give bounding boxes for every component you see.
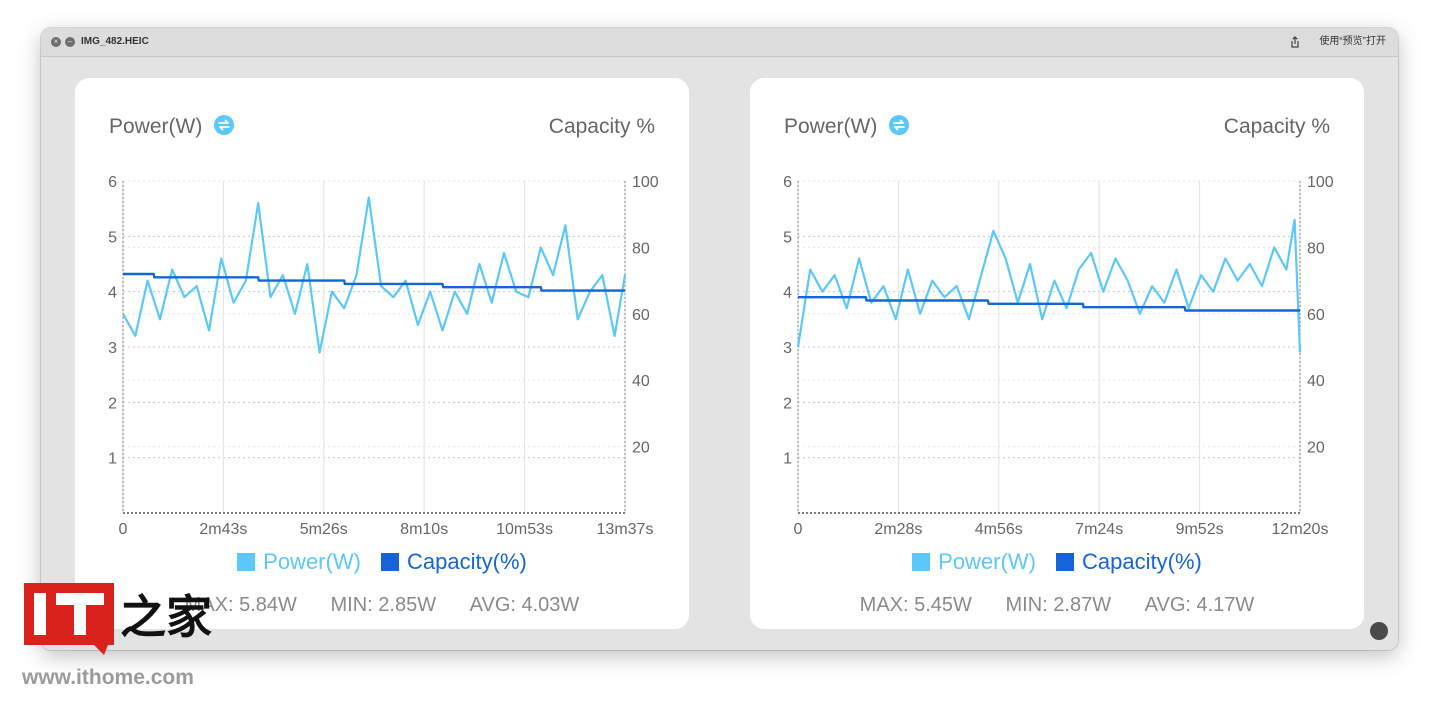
y-left-tick-label: 5: [783, 229, 792, 246]
y-left-tick-label: 1: [783, 451, 792, 468]
power-series-line: [122, 196, 627, 354]
y-left-tick-label: 2: [108, 395, 117, 412]
chart-card-2: Power(W) Capacity % 1 2 3 4 5 6 20 40 60 80 100 0 2m…: [750, 78, 1364, 629]
swap-icon[interactable]: [888, 114, 910, 136]
capacity-axis-title: Capacity %: [1223, 115, 1330, 138]
power-axis-title: Power(W): [109, 115, 203, 138]
y-right-tick-label: 20: [632, 440, 650, 457]
capacity-axis-title: Capacity %: [548, 115, 655, 138]
chart-legend: Power(W) Capacity(%): [75, 549, 689, 575]
power-stats: MAX: 5.45W MIN: 2.87W AVG: 4.17W: [750, 594, 1364, 617]
share-icon[interactable]: [1288, 35, 1302, 49]
y-right-tick-label: 80: [1307, 240, 1325, 257]
stat-avg: AVG: 4.03W: [469, 594, 580, 616]
power-capacity-chart: 1 2 3 4 5 6 20 40 60 80 100 0 2m43s 5m26s 8m10s 10m53s 1…: [108, 174, 659, 538]
title-bar: × – IMG_482.HEIC 使用“预览”打开: [41, 28, 1398, 57]
swap-icon[interactable]: [213, 114, 235, 136]
ithome-logo: 之家: [24, 583, 212, 655]
legend-power[interactable]: Power(W): [912, 549, 1036, 575]
x-tick-label: 7m24s: [1075, 521, 1123, 538]
x-tick-label: 2m28s: [874, 521, 922, 538]
power-swatch: [912, 553, 931, 571]
x-tick-label: 9m52s: [1176, 521, 1224, 538]
power-capacity-chart: 1 2 3 4 5 6 20 40 60 80 100 0 2m28s 4m56s 7m24s 9m52s 12…: [783, 174, 1334, 538]
capacity-series-line: [123, 272, 625, 292]
y-right-tick-label: 80: [632, 240, 650, 257]
legend-capacity[interactable]: Capacity(%): [381, 549, 527, 575]
y-right-tick-label: 60: [1307, 307, 1325, 324]
x-tick-label: 13m37s: [597, 521, 654, 538]
svg-text:之家: 之家: [120, 590, 212, 644]
power-stats: MAX: 5.84W MIN: 2.85W AVG: 4.03W: [75, 594, 689, 617]
x-tick-label: 2m43s: [199, 521, 247, 538]
minimize-icon[interactable]: –: [65, 37, 75, 47]
stat-min: MIN: 2.85W: [330, 594, 437, 616]
x-tick-label: 0: [119, 521, 128, 538]
legend-capacity[interactable]: Capacity(%): [1056, 549, 1202, 575]
stat-avg: AVG: 4.17W: [1144, 594, 1255, 616]
y-right-tick-label: 20: [1307, 440, 1325, 457]
stat-min: MIN: 2.87W: [1005, 594, 1112, 616]
x-tick-label: 8m10s: [400, 521, 448, 538]
open-with-preview-button[interactable]: 使用“预览”打开: [1319, 36, 1386, 47]
y-left-tick-label: 2: [783, 395, 792, 412]
legend-power-label: Power(W): [263, 549, 361, 574]
x-tick-label: 0: [794, 521, 803, 538]
y-right-tick-label: 40: [632, 373, 650, 390]
y-left-tick-label: 4: [783, 285, 792, 302]
legend-power[interactable]: Power(W): [237, 549, 361, 575]
y-left-tick-label: 3: [108, 340, 117, 357]
y-left-tick-label: 5: [108, 229, 117, 246]
chart-card-1: Power(W) Capacity % 1 2 3 4 5 6 20 40 60 80 100 0 2m…: [75, 78, 689, 629]
y-left-tick-label: 6: [783, 174, 792, 191]
legend-power-label: Power(W): [938, 549, 1036, 574]
window-title: IMG_482.HEIC: [81, 36, 149, 47]
capacity-series-line: [798, 295, 1300, 312]
legend-capacity-label: Capacity(%): [1082, 549, 1202, 574]
power-axis-title: Power(W): [784, 115, 878, 138]
power-swatch: [237, 553, 256, 571]
y-left-tick-label: 6: [108, 174, 117, 191]
watermark-url: www.ithome.com: [22, 666, 194, 689]
stat-max: MAX: 5.45W: [859, 594, 972, 616]
x-tick-label: 5m26s: [300, 521, 348, 538]
x-tick-label: 4m56s: [975, 521, 1023, 538]
live-text-icon[interactable]: [1370, 622, 1388, 640]
y-right-tick-label: 60: [632, 307, 650, 324]
y-right-tick-label: 100: [1307, 174, 1334, 191]
y-right-tick-label: 40: [1307, 373, 1325, 390]
capacity-swatch: [1056, 553, 1075, 571]
power-series-line: [796, 218, 1302, 353]
y-left-tick-label: 3: [783, 340, 792, 357]
y-left-tick-label: 4: [108, 285, 117, 302]
stat-max: MAX: 5.84W: [184, 594, 297, 616]
preview-window: × – IMG_482.HEIC 使用“预览”打开 Power(W) Capac…: [41, 28, 1398, 650]
y-right-tick-label: 100: [632, 174, 659, 191]
y-left-tick-label: 1: [108, 451, 117, 468]
close-icon[interactable]: ×: [51, 37, 61, 47]
legend-capacity-label: Capacity(%): [407, 549, 527, 574]
x-tick-label: 10m53s: [496, 521, 553, 538]
x-tick-label: 12m20s: [1272, 521, 1329, 538]
chart-legend: Power(W) Capacity(%): [750, 549, 1364, 575]
capacity-swatch: [381, 553, 400, 571]
